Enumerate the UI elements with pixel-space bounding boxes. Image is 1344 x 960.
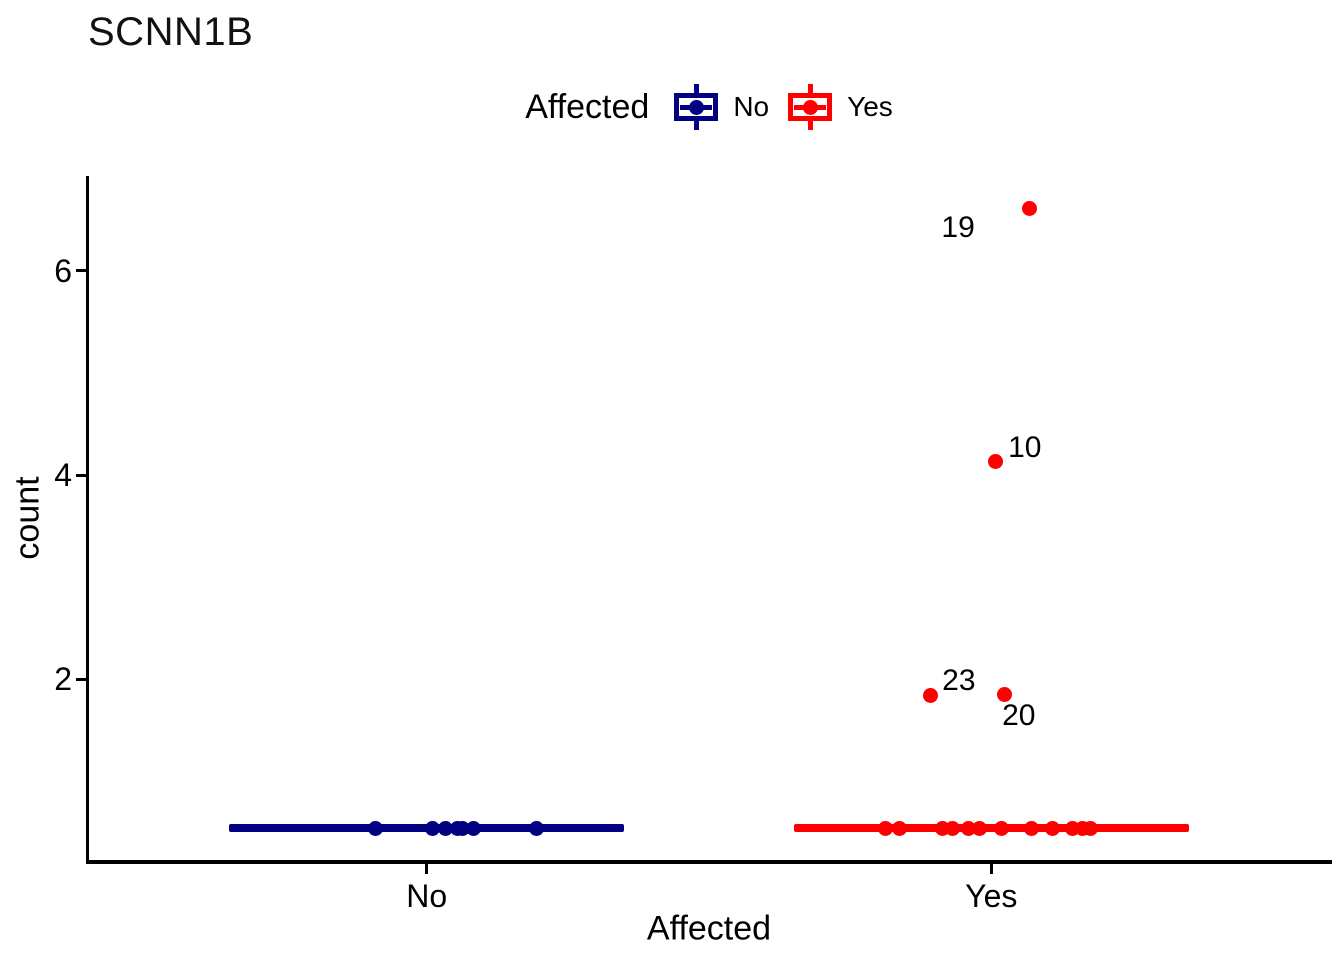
y-tick-label: 4 (54, 457, 72, 494)
legend-label: No (733, 91, 770, 122)
outlier-point (1021, 201, 1037, 217)
data-point (945, 820, 961, 836)
data-point (438, 820, 454, 836)
x-axis-title: Affected (646, 909, 772, 948)
boxplot-key-icon (673, 83, 719, 131)
key-point (688, 99, 704, 115)
data-point (425, 820, 441, 836)
y-tick-mark (76, 269, 86, 273)
chart-title: SCNN1B (88, 10, 254, 54)
data-point (960, 820, 976, 836)
legend-title: Affected (525, 87, 650, 126)
x-tick-mark (989, 864, 993, 874)
y-axis-line (86, 176, 89, 863)
data-point (877, 820, 893, 836)
plot-panel: 2 4 6 No Yes 23 20 10 19 (54, 176, 1332, 914)
outlier-point-label: 19 (941, 210, 975, 244)
data-point (994, 820, 1010, 836)
data-point (465, 820, 481, 836)
y-tick-label: 2 (54, 661, 72, 698)
y-tick-mark (76, 473, 86, 477)
outlier-point (923, 688, 939, 704)
x-axis-line (86, 860, 1332, 864)
y-tick-mark (76, 677, 86, 681)
key-point (802, 99, 818, 115)
data-point (972, 820, 988, 836)
legend-item-yes: Yes (787, 83, 893, 131)
data-point (528, 820, 544, 836)
boxplot-median-line (793, 824, 1189, 833)
outlier-point-label: 20 (1002, 698, 1036, 732)
legend-label: Yes (847, 91, 893, 122)
legend: Affected No Yes (88, 80, 1330, 134)
outlier-point (997, 687, 1013, 703)
data-point (368, 820, 384, 836)
boxplot-key-icon (787, 83, 833, 131)
data-point (1082, 820, 1098, 836)
data-point (892, 820, 908, 836)
data-point (1045, 820, 1061, 836)
outlier-point (988, 454, 1004, 470)
outlier-point-label: 23 (942, 663, 976, 697)
outlier-point-label: 10 (1008, 430, 1042, 464)
data-point (1024, 820, 1040, 836)
x-tick-label: No (406, 878, 448, 914)
x-tick-mark (425, 864, 429, 874)
x-tick-label: Yes (965, 878, 1018, 914)
legend-item-no: No (673, 83, 769, 131)
y-tick-label: 6 (54, 252, 72, 289)
